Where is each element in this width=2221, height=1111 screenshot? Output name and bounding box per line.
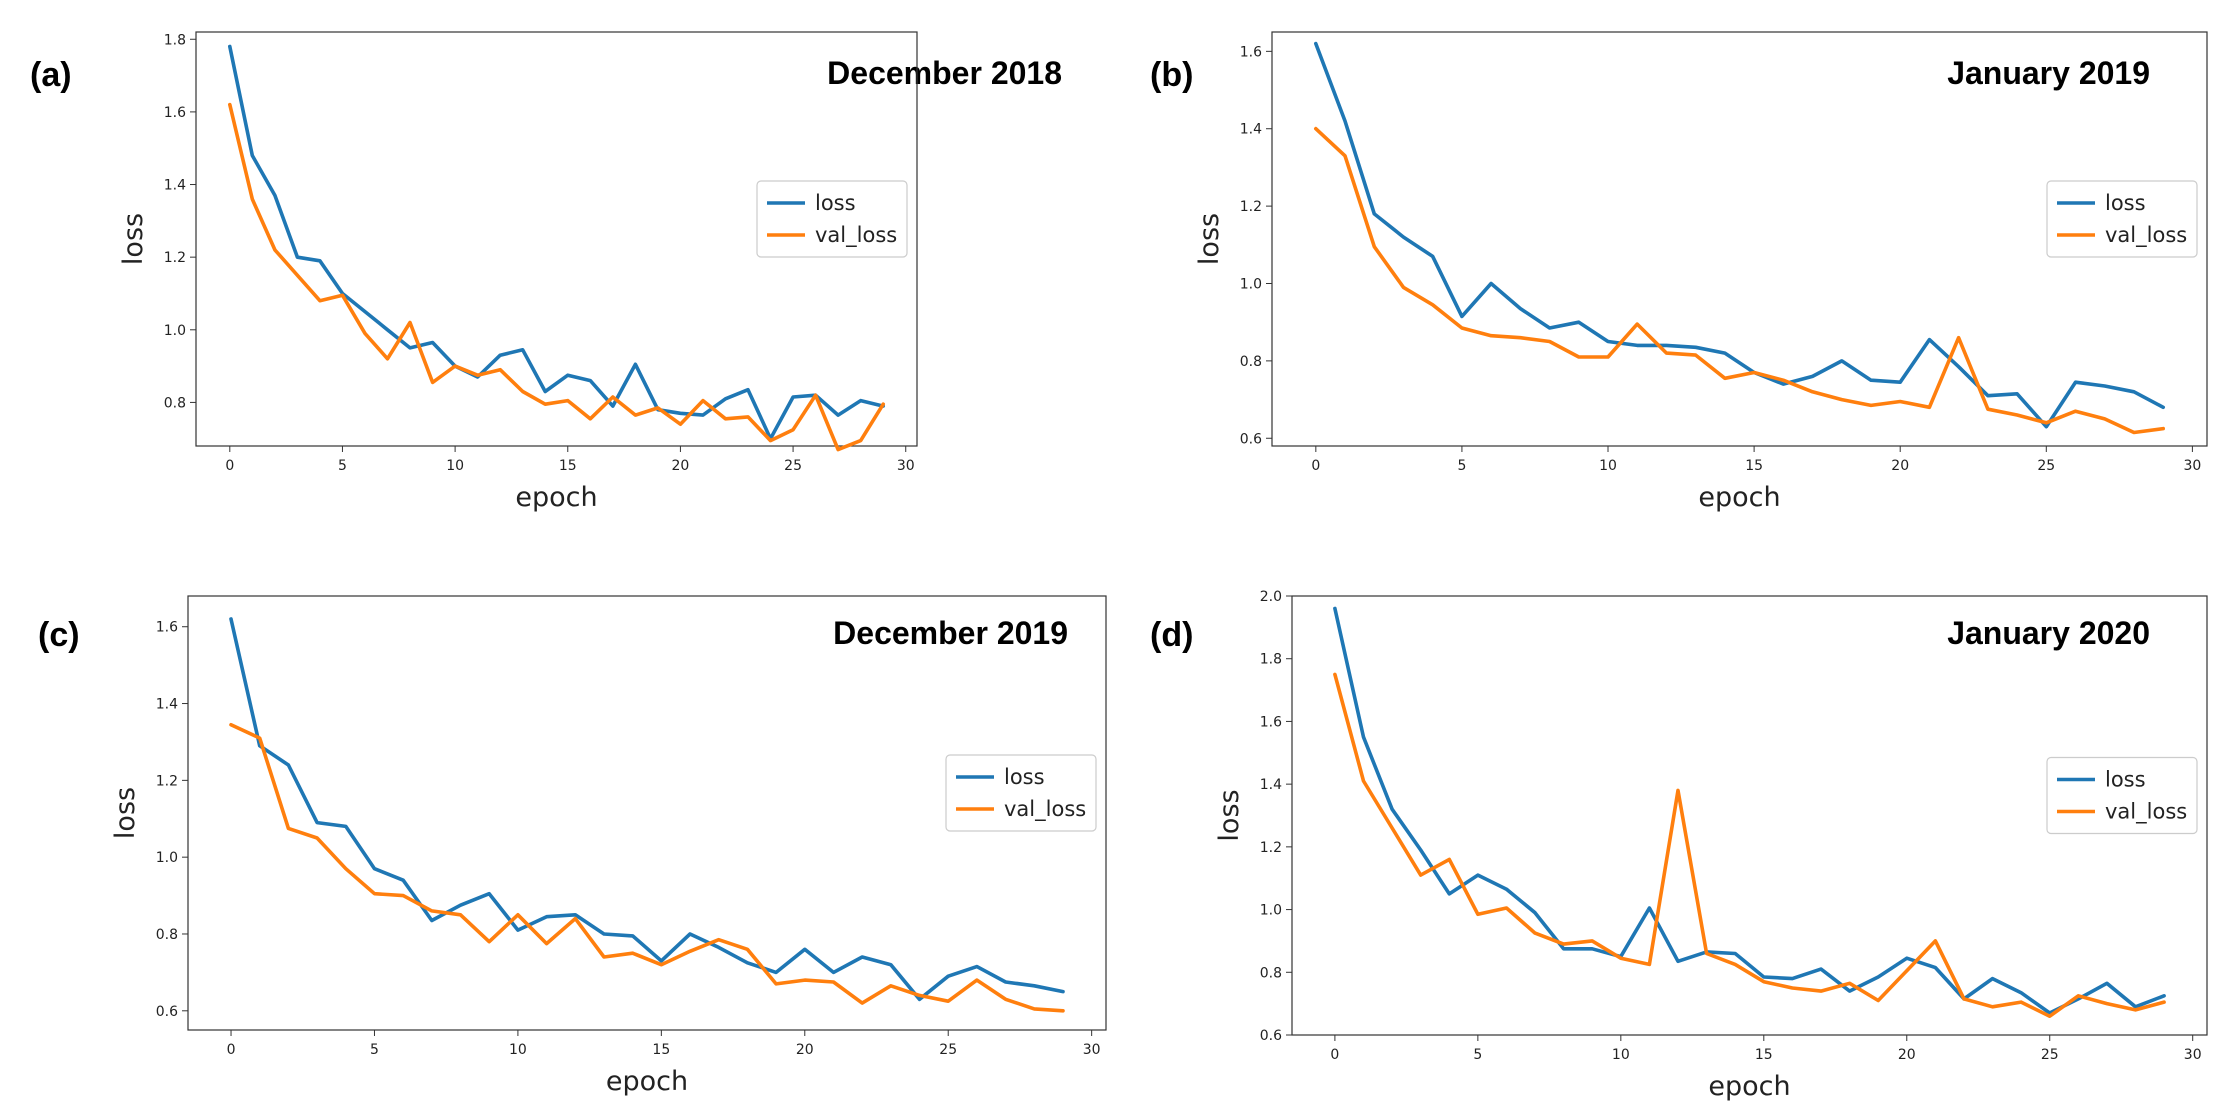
- y-tick-label: 0.6: [1260, 1028, 1282, 1044]
- panel-label: (a): [30, 56, 72, 94]
- x-tick-label: 10: [1612, 1047, 1630, 1063]
- series-line-val-loss: [229, 722, 1065, 1013]
- x-tick-label: 0: [1311, 458, 1320, 474]
- x-tick-label: 15: [1745, 458, 1763, 474]
- panel-label: (c): [38, 616, 80, 654]
- y-tick-label: 1.0: [1260, 903, 1282, 919]
- legend-label-loss: loss: [815, 191, 856, 215]
- x-tick-label: 20: [796, 1042, 814, 1058]
- x-axis-label: epoch: [515, 482, 597, 513]
- y-tick-label: 1.4: [156, 697, 178, 713]
- y-tick-label: 1.6: [1260, 714, 1282, 730]
- panel-label: (b): [1150, 56, 1193, 94]
- x-axis-label: epoch: [1698, 482, 1780, 513]
- x-tick-label: 5: [1473, 1047, 1482, 1063]
- y-tick-label: 1.6: [1240, 44, 1262, 60]
- x-tick-label: 25: [2041, 1047, 2059, 1063]
- chart-panel-b: (b) January 2019 0 5 10 15 20 25 30 0.6 0.8 1.0 1.2 1…: [1150, 31, 2208, 513]
- x-tick-label: 0: [225, 458, 234, 474]
- x-tick-label: 5: [370, 1042, 379, 1058]
- y-tick-label: 0.8: [156, 927, 178, 943]
- y-tick-label: 1.6: [164, 105, 186, 121]
- x-tick-label: 15: [652, 1042, 670, 1058]
- legend-label-loss: loss: [2105, 191, 2146, 215]
- y-tick-label: 0.6: [1240, 431, 1262, 447]
- y-tick-label: 1.2: [1260, 840, 1282, 856]
- y-tick-label: 0.8: [164, 395, 186, 411]
- y-tick-label: 0.8: [1260, 965, 1282, 981]
- x-tick-label: 25: [939, 1042, 957, 1058]
- y-axis-label: loss: [110, 787, 141, 839]
- y-axis-label: loss: [118, 213, 149, 265]
- panel-label: (d): [1150, 616, 1193, 654]
- series-line-val-loss: [228, 102, 886, 452]
- legend-box: [945, 754, 1097, 832]
- chart-panel-a: (a) December 2018 0 5 10 15 20 25 30 0.8 1.0 1.2 1.4…: [30, 31, 1062, 513]
- legend-box: [2046, 756, 2198, 835]
- x-tick-label: 25: [2037, 458, 2055, 474]
- x-tick-label: 10: [509, 1042, 527, 1058]
- panel-title: December 2019: [833, 615, 1068, 651]
- x-tick-label: 10: [446, 458, 464, 474]
- y-tick-label: 2.0: [1260, 589, 1282, 605]
- panel-title: January 2019: [1947, 55, 2150, 91]
- x-tick-label: 15: [1755, 1047, 1773, 1063]
- x-tick-label: 15: [559, 458, 577, 474]
- x-tick-label: 10: [1599, 458, 1617, 474]
- y-axis-label: loss: [1194, 213, 1225, 265]
- legend-label-val-loss: val_loss: [815, 223, 897, 248]
- x-tick-label: 20: [1891, 458, 1909, 474]
- y-tick-label: 1.6: [156, 620, 178, 636]
- y-tick-label: 1.2: [1240, 199, 1262, 215]
- y-tick-label: 1.8: [164, 32, 186, 48]
- series-line-loss: [228, 44, 886, 441]
- y-tick-label: 1.4: [164, 178, 186, 194]
- y-tick-label: 1.4: [1240, 122, 1262, 138]
- legend-box: [756, 180, 908, 258]
- x-tick-label: 5: [1457, 458, 1466, 474]
- x-tick-label: 25: [784, 458, 802, 474]
- legend-label-val-loss: val_loss: [2105, 223, 2187, 248]
- x-tick-label: 20: [672, 458, 690, 474]
- y-tick-label: 1.0: [164, 323, 186, 339]
- plot-frame: [1271, 31, 2208, 447]
- x-tick-label: 30: [1083, 1042, 1101, 1058]
- y-tick-label: 1.0: [156, 850, 178, 866]
- y-tick-label: 1.8: [1260, 652, 1282, 668]
- x-axis-label: epoch: [606, 1066, 688, 1097]
- x-tick-label: 30: [2183, 458, 2201, 474]
- x-tick-label: 20: [1898, 1047, 1916, 1063]
- x-tick-label: 5: [338, 458, 347, 474]
- series-line-val-loss: [1333, 672, 2166, 1019]
- x-axis-label: epoch: [1708, 1071, 1790, 1102]
- series-line-loss: [229, 617, 1065, 1002]
- plot-frame: [1291, 595, 2208, 1036]
- y-tick-label: 0.6: [156, 1004, 178, 1020]
- y-axis-label: loss: [1214, 789, 1245, 841]
- legend-label-val-loss: val_loss: [1004, 797, 1086, 822]
- y-tick-label: 0.8: [1240, 354, 1262, 370]
- plot-frame: [187, 595, 1107, 1031]
- legend-label-loss: loss: [1004, 765, 1045, 789]
- series-line-loss: [1314, 41, 2165, 429]
- y-tick-label: 1.0: [1240, 276, 1262, 292]
- y-tick-label: 1.4: [1260, 777, 1282, 793]
- legend-label-val-loss: val_loss: [2105, 800, 2187, 825]
- x-tick-label: 0: [1330, 1047, 1339, 1063]
- series-line-loss: [1333, 606, 2166, 1015]
- x-tick-label: 0: [227, 1042, 236, 1058]
- panel-title: December 2018: [827, 55, 1062, 91]
- legend-box: [2046, 180, 2198, 258]
- x-tick-label: 30: [897, 458, 915, 474]
- y-tick-label: 1.2: [156, 773, 178, 789]
- chart-panel-d: (d) January 2020 0 5 10 15 20 25 30 0.6 0.8 1.0 1.2 1…: [1150, 589, 2208, 1102]
- y-tick-label: 1.2: [164, 250, 186, 266]
- panel-title: January 2020: [1947, 615, 2150, 651]
- plot-frame: [195, 31, 918, 447]
- legend-label-loss: loss: [2105, 768, 2146, 792]
- series-line-val-loss: [1314, 126, 2165, 435]
- chart-panel-c: (c) December 2019 0 5 10 15 20 25 30 0.6 0.8 1.0 1.2…: [38, 595, 1107, 1097]
- x-tick-label: 30: [2184, 1047, 2202, 1063]
